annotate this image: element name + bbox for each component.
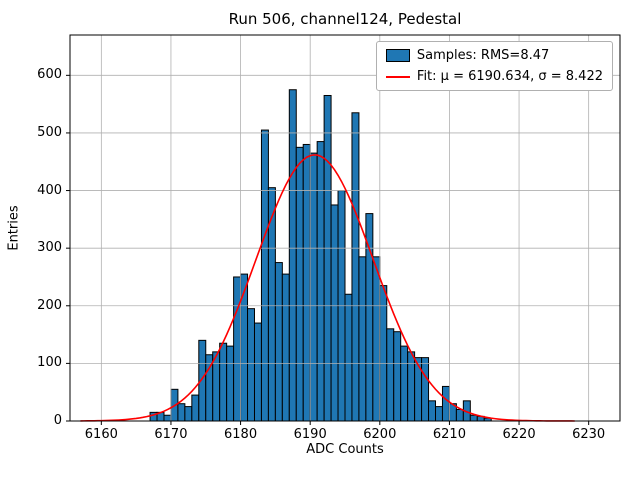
histogram-bar [184,406,193,422]
legend: Samples: RMS=8.47 Fit: μ = 6190.634, σ =… [375,41,613,91]
histogram-bar [233,276,242,422]
legend-entry-samples: Samples: RMS=8.47 [385,48,603,63]
histogram-bar [316,141,325,422]
x-tick-label: 6160 [84,427,118,442]
y-tick-label: 100 [37,355,62,371]
histogram-bar [469,414,478,422]
y-tick-label: 600 [37,67,62,83]
histogram-bar [253,322,262,422]
histogram-bar [177,403,186,422]
y-tick-label: 400 [37,182,62,198]
x-tick-label: 6180 [224,427,258,442]
histogram-bar [351,112,360,422]
histogram-bar [400,345,409,422]
histogram-bar [212,351,221,422]
x-tick-label: 6170 [154,427,188,442]
histogram-bar [191,394,200,422]
x-axis-label: ADC Counts [306,442,384,457]
histogram-bar [455,408,464,422]
histogram-bar [407,351,416,422]
histogram-bar [330,204,339,422]
histogram-bar [219,342,228,422]
histogram-bar [163,414,172,422]
gaussian-fit-curve [80,154,575,422]
histogram-bar [358,256,367,422]
axes-frame [69,34,621,422]
histogram-bar [247,308,255,422]
histogram-bar [226,345,235,422]
histogram-bar [288,89,297,422]
histogram-bar [365,213,374,422]
histogram-bar [428,400,437,422]
x-tick-label: 6220 [502,427,536,442]
histogram-bar [393,331,402,422]
histogram-bar [309,152,318,422]
x-tick-label: 6190 [293,427,327,442]
y-tick-label: 500 [37,124,62,140]
y-tick-label: 200 [37,297,62,313]
histogram-bar [260,129,269,422]
legend-entry-fit: Fit: μ = 6190.634, σ = 8.422 [385,69,603,84]
histogram-bar [344,293,353,422]
y-axis-label: Entries [6,205,22,251]
x-tick-label: 6230 [572,427,606,442]
histogram-bar [421,357,430,422]
histogram-bar [302,143,311,422]
fit-line-swatch-icon [385,75,410,78]
legend-fit-label: Fit: μ = 6190.634, σ = 8.422 [416,69,603,84]
histogram-bar [441,385,450,422]
x-tick-label: 6210 [432,427,466,442]
samples-swatch-icon [385,49,410,62]
x-tick-label: 6200 [363,427,397,442]
y-tick-label: 0 [53,413,62,428]
legend-samples-label: Samples: RMS=8.47 [416,48,550,63]
histogram-bar [323,94,332,422]
histogram-bar [386,328,395,422]
histogram-bar [281,273,290,422]
chart-title: Run 506, channel124, Pedestal [228,10,462,28]
histogram-bar [274,262,283,422]
histogram-bar [435,406,443,422]
histogram-bar [372,256,381,422]
histogram-bar [414,357,423,422]
histogram-bar [295,146,304,422]
y-tick-label: 300 [37,240,62,256]
